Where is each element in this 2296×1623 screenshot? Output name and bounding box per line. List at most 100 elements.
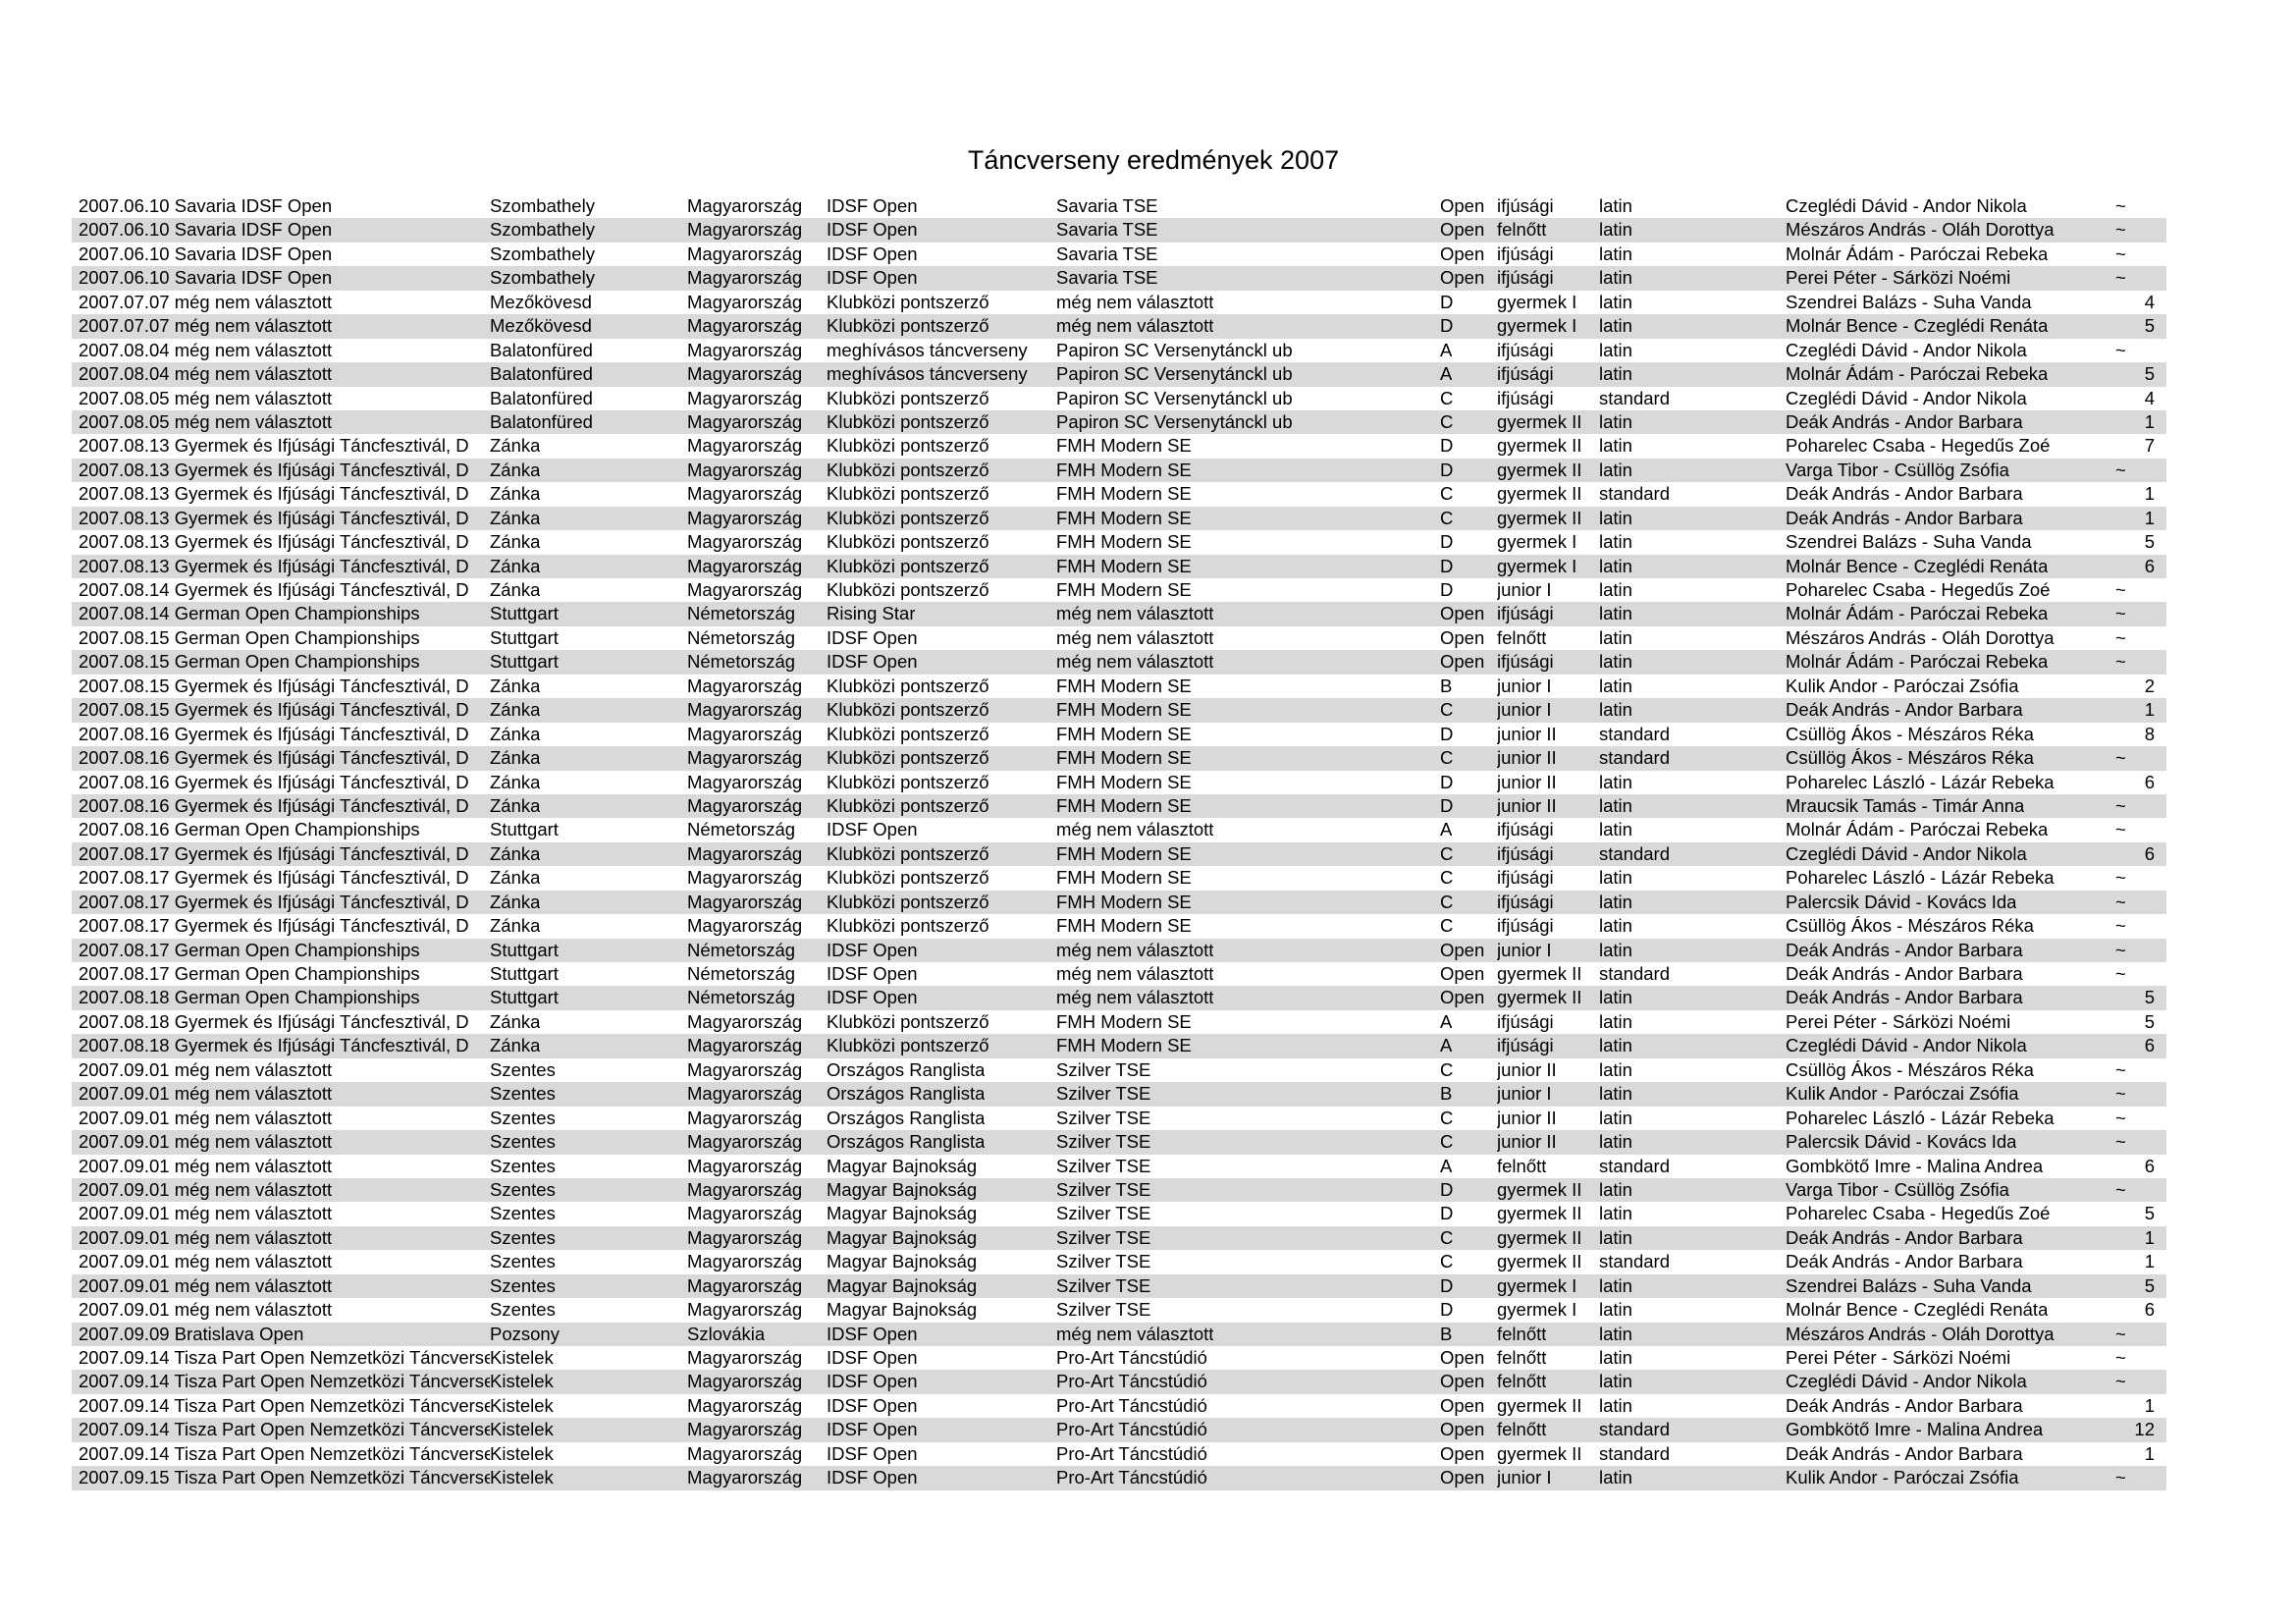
country-cell: Magyarország (687, 1035, 803, 1056)
country-cell: Magyarország (687, 867, 803, 889)
event-cell: 2007.09.14 Tisza Part Open Nemzetközi Tá… (79, 1394, 490, 1416)
table-row: 2007.08.15 German Open Championships Stut… (72, 650, 2166, 675)
class-cell: Open (1440, 219, 1485, 241)
country-cell: Magyarország (687, 1467, 803, 1488)
club-cell: Savaria TSE (1056, 195, 1158, 216)
table-row: 2007.09.01 még nem választott Szentes Magy… (72, 1130, 2166, 1155)
competition-type-cell: IDSF Open (827, 219, 918, 241)
age-group-cell: felnőtt (1497, 1155, 1547, 1176)
club-cell: FMH Modern SE (1056, 435, 1192, 457)
age-group-cell: gyermek II (1497, 435, 1582, 457)
result-cell: ~ (2115, 243, 2126, 264)
event-cell: 2007.08.13 Gyermek és Ifjúsági Táncfeszt… (79, 555, 469, 576)
result-cell: 1 (2144, 1442, 2155, 1464)
class-cell: C (1440, 915, 1454, 937)
country-cell: Magyarország (687, 315, 803, 337)
couple-cell: Czeglédi Dávid - Andor Nikola (1786, 842, 2027, 864)
place-cell: Balatonfüred (490, 339, 593, 360)
place-cell: Zánka (490, 555, 541, 576)
club-cell: még nem választott (1056, 291, 1214, 312)
country-cell: Németország (687, 819, 796, 840)
competition-type-cell: Klubközi pontszerző (827, 915, 989, 937)
competition-type-cell: IDSF Open (827, 987, 918, 1008)
style-cell: standard (1599, 723, 1670, 744)
result-cell: ~ (2115, 459, 2126, 480)
club-cell: FMH Modern SE (1056, 531, 1192, 553)
couple-cell: Deák András - Andor Barbara (1786, 1442, 2023, 1464)
style-cell: latin (1599, 1178, 1632, 1200)
class-cell: D (1440, 723, 1454, 744)
competition-type-cell: Magyar Bajnokság (827, 1155, 978, 1176)
result-cell: ~ (2115, 626, 2126, 648)
place-cell: Zánka (490, 483, 541, 505)
style-cell: latin (1599, 531, 1632, 553)
table-row: 2007.08.15 German Open Championships Stut… (72, 626, 2166, 650)
style-cell: standard (1599, 483, 1670, 505)
result-cell: ~ (2115, 267, 2126, 289)
country-cell: Magyarország (687, 555, 803, 576)
style-cell: standard (1599, 1442, 1670, 1464)
club-cell: Szilver TSE (1056, 1058, 1151, 1080)
table-row: 2007.08.15 Gyermek és Ifjúsági Táncfeszt… (72, 675, 2166, 698)
couple-cell: Czeglédi Dávid - Andor Nikola (1786, 339, 2027, 360)
country-cell: Németország (687, 603, 796, 624)
style-cell: latin (1599, 579, 1632, 600)
place-cell: Stuttgart (490, 651, 559, 673)
table-row: 2007.08.13 Gyermek és Ifjúsági Táncfeszt… (72, 554, 2166, 578)
place-cell: Szombathely (490, 195, 595, 216)
result-cell: ~ (2115, 603, 2126, 624)
club-cell: FMH Modern SE (1056, 507, 1192, 528)
club-cell: Szilver TSE (1056, 1083, 1151, 1105)
table-row: 2007.09.01 még nem választott Szentes Magy… (72, 1202, 2166, 1225)
class-cell: D (1440, 1178, 1454, 1200)
competition-type-cell: IDSF Open (827, 626, 918, 648)
style-cell: latin (1599, 915, 1632, 937)
country-cell: Magyarország (687, 1203, 803, 1224)
style-cell: latin (1599, 1107, 1632, 1128)
event-cell: 2007.08.16 Gyermek és Ifjúsági Táncfeszt… (79, 747, 469, 769)
competition-type-cell: Klubközi pontszerző (827, 842, 989, 864)
club-cell: FMH Modern SE (1056, 771, 1192, 792)
age-group-cell: gyermek II (1497, 1251, 1582, 1272)
club-cell: még nem választott (1056, 315, 1214, 337)
age-group-cell: gyermek II (1497, 1178, 1582, 1200)
place-cell: Stuttgart (490, 939, 559, 960)
competition-type-cell: Klubközi pontszerző (827, 579, 989, 600)
table-row: 2007.08.18 Gyermek és Ifjúsági Táncfeszt… (72, 1034, 2166, 1058)
competition-type-cell: IDSF Open (827, 1347, 918, 1368)
class-cell: A (1440, 339, 1453, 360)
age-group-cell: junior II (1497, 1058, 1557, 1080)
place-cell: Szentes (490, 1226, 556, 1248)
class-cell: C (1440, 1131, 1454, 1153)
country-cell: Magyarország (687, 1251, 803, 1272)
style-cell: latin (1599, 363, 1632, 385)
table-row: 2007.09.01 még nem választott Szentes Magy… (72, 1058, 2166, 1082)
couple-cell: Gombkötő Imre - Malina Andrea (1786, 1419, 2044, 1440)
competition-type-cell: Klubközi pontszerző (827, 507, 989, 528)
competition-type-cell: Klubközi pontszerző (827, 555, 989, 576)
style-cell: latin (1599, 1299, 1632, 1321)
competition-type-cell: IDSF Open (827, 195, 918, 216)
event-cell: 2007.09.14 Tisza Part Open Nemzetközi Tá… (79, 1347, 490, 1368)
place-cell: Kistelek (490, 1347, 554, 1368)
place-cell: Szentes (490, 1274, 556, 1296)
age-group-cell: junior I (1497, 579, 1552, 600)
country-cell: Magyarország (687, 842, 803, 864)
age-group-cell: gyermek I (1497, 1299, 1577, 1321)
style-cell: latin (1599, 459, 1632, 480)
table-row: 2007.09.01 még nem választott Szentes Magy… (72, 1107, 2166, 1130)
country-cell: Magyarország (687, 1394, 803, 1416)
class-cell: Open (1440, 1347, 1485, 1368)
competition-type-cell: Országos Ranglista (827, 1107, 986, 1128)
style-cell: latin (1599, 771, 1632, 792)
age-group-cell: ifjúsági (1497, 243, 1554, 264)
country-cell: Magyarország (687, 1274, 803, 1296)
table-row: 2007.09.14 Tisza Part Open Nemzetközi Tá… (72, 1418, 2166, 1442)
country-cell: Magyarország (687, 483, 803, 505)
age-group-cell: junior I (1497, 1467, 1552, 1488)
class-cell: C (1440, 867, 1454, 889)
event-cell: 2007.06.10 Savaria IDSF Open (79, 219, 333, 241)
style-cell: latin (1599, 195, 1632, 216)
class-cell: C (1440, 747, 1454, 769)
class-cell: C (1440, 891, 1454, 912)
